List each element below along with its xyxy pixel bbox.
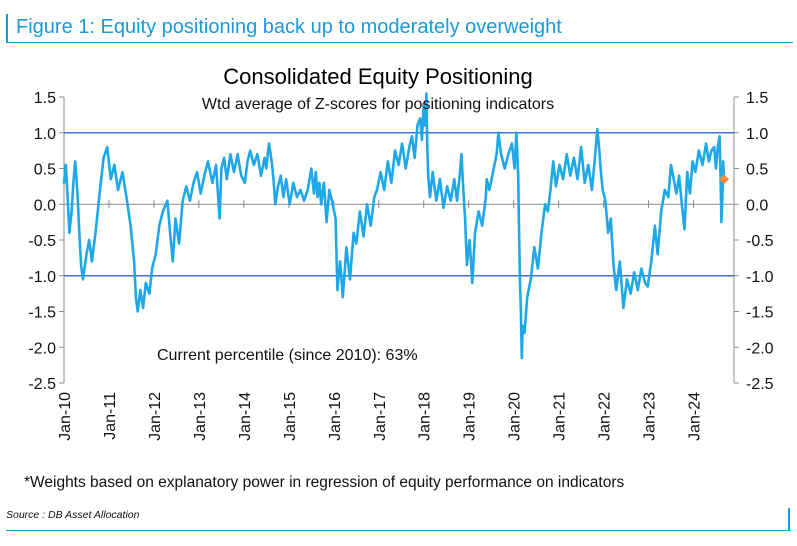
chart-footnote: *Weights based on explanatory power in r…	[24, 474, 625, 491]
y-tick-label-right: 0.0	[746, 197, 768, 214]
positioning-series-line	[62, 92, 726, 360]
x-tick-label: Jan-11	[102, 392, 119, 440]
y-tick-label-left: -2.5	[28, 376, 56, 393]
x-tick-label: Jan-24	[687, 392, 704, 441]
chart-subtitle: Wtd average of Z-scores for positioning …	[202, 96, 554, 113]
current-value-marker	[719, 174, 730, 185]
y-tick-label-left: -1.0	[28, 269, 56, 286]
y-tick-label-left: 0.0	[34, 197, 56, 214]
x-tick-label: Jan-13	[192, 392, 209, 441]
y-tick-label-right: -2.0	[746, 340, 774, 357]
y-tick-label-left: -0.5	[28, 233, 56, 250]
y-tick-label-right: -1.0	[746, 269, 774, 286]
y-tick-label-left: 1.0	[34, 126, 56, 143]
y-tick-label-left: 0.5	[34, 162, 56, 179]
x-tick-label: Jan-15	[282, 392, 299, 441]
percentile-annotation: Current percentile (since 2010): 63%	[157, 347, 418, 364]
figure-title: Figure 1: Equity positioning back up to …	[16, 16, 562, 38]
footer-divider	[6, 530, 791, 531]
footer-corner-mark	[788, 508, 790, 530]
y-tick-label-right: -0.5	[746, 233, 774, 250]
y-tick-label-left: -2.0	[28, 340, 56, 357]
x-tick-label: Jan-22	[597, 392, 614, 441]
figure-header: Figure 1: Equity positioning back up to …	[6, 14, 793, 43]
y-tick-label-right: 0.5	[746, 162, 768, 179]
y-tick-label-right: -2.5	[746, 376, 774, 393]
chart-title: Consolidated Equity Positioning	[223, 64, 532, 89]
y-tick-label-right: 1.0	[746, 126, 768, 143]
x-tick-label: Jan-16	[327, 392, 344, 441]
x-tick-label: Jan-12	[147, 392, 164, 441]
x-tick-label: Jan-20	[507, 392, 524, 441]
y-tick-label-right: 1.5	[746, 90, 768, 107]
x-tick-label: Jan-21	[552, 392, 569, 441]
x-tick-label: Jan-19	[462, 392, 479, 441]
chart-source: Source : DB Asset Allocation	[6, 509, 140, 521]
y-tick-label-left: 1.5	[34, 90, 56, 107]
x-tick-label: Jan-17	[372, 392, 389, 441]
x-tick-label: Jan-23	[642, 392, 659, 441]
x-tick-label: Jan-14	[237, 392, 254, 441]
x-tick-label: Jan-10	[57, 392, 74, 441]
y-tick-label-right: -1.5	[746, 305, 774, 322]
y-tick-label-left: -1.5	[28, 305, 56, 322]
x-tick-label: Jan-18	[417, 392, 434, 441]
